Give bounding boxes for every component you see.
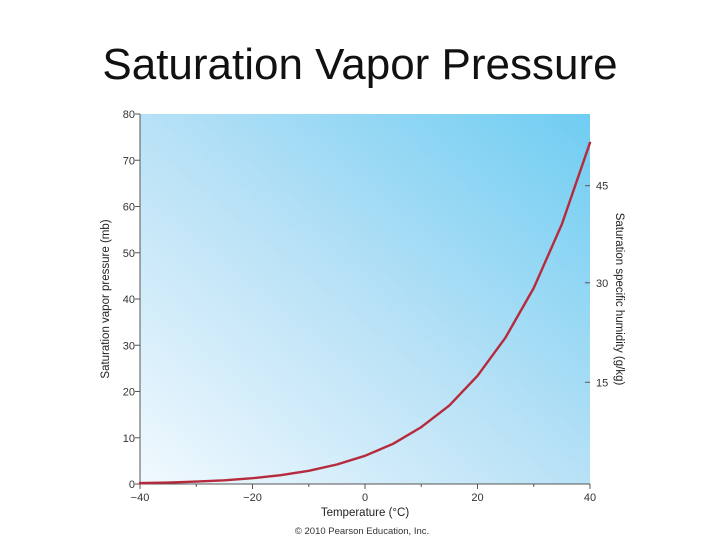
y2-tick-label: 45 xyxy=(596,181,608,193)
y-tick-label: 50 xyxy=(123,248,135,260)
y-tick-label: 80 xyxy=(123,109,135,121)
slide-title: Saturation Vapor Pressure xyxy=(102,40,618,89)
x-tick-label: −40 xyxy=(131,492,150,504)
x-axis-label: Temperature (°C) xyxy=(321,507,409,519)
y-tick-label: 60 xyxy=(123,202,135,214)
series-group xyxy=(138,141,592,485)
y-tick-label: 30 xyxy=(123,340,135,352)
y-tick-label: 40 xyxy=(123,294,135,306)
y2-tick-label: 30 xyxy=(596,278,608,290)
y-tick-label: 20 xyxy=(123,387,135,399)
y2-tick-label: 15 xyxy=(596,377,608,389)
x-tick-label: 40 xyxy=(584,492,596,504)
saturation-curve xyxy=(138,141,592,485)
x-tick-label: 0 xyxy=(362,492,368,504)
x-tick-label: −20 xyxy=(243,492,262,504)
y-tick-label: 10 xyxy=(123,433,135,445)
y-tick-label: 70 xyxy=(123,155,135,167)
y2-axis-label: Saturation specific humidity (g/kg) xyxy=(613,213,625,386)
y-axis-label: Saturation vapor pressure (mb) xyxy=(100,219,112,378)
copyright-text: © 2010 Pearson Education, Inc. xyxy=(295,526,429,537)
ticks: −40 −20 0 20 40 0 10 20 30 40 50 60 70 80 15 30 45 xyxy=(123,109,609,504)
plot-background xyxy=(140,114,590,484)
y-tick-label: 0 xyxy=(129,479,135,491)
x-tick-label: 20 xyxy=(471,492,483,504)
